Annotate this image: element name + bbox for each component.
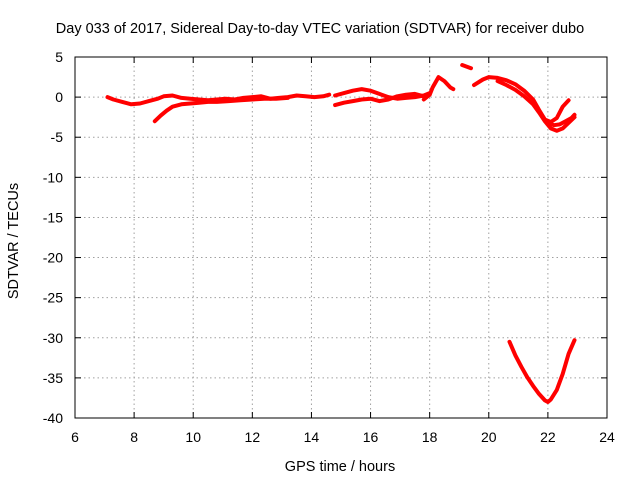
plot-frame (74, 56, 608, 419)
y-tick-label: -5 (51, 129, 64, 145)
grid-layer (75, 57, 607, 418)
y-tick-label: -10 (43, 169, 63, 185)
x-tick-label: 10 (185, 429, 201, 445)
x-tick-label: 14 (304, 429, 320, 445)
y-axis-label: SDTVAR / TECUs (6, 183, 22, 299)
y-tick-label: 5 (55, 49, 63, 65)
y-tick-label: -20 (43, 250, 63, 266)
sdtvar-hump (421, 75, 456, 102)
y-tick-label: -25 (43, 290, 63, 306)
sdtvar-short-segment (460, 63, 473, 71)
sdtvar-midday-upper (333, 87, 432, 101)
x-tick-label: 24 (599, 429, 615, 445)
axis-layer: 6 8 10 12 14 16 18 20 22 24 5 0 -5 -10 -15 -20 -25 -30 -35… (43, 49, 615, 445)
x-tick-label: 16 (363, 429, 379, 445)
x-axis-label: GPS time / hours (285, 459, 395, 475)
sdtvar-midday-lower (333, 91, 426, 108)
y-tick-label: 0 (55, 89, 63, 105)
y-tick-label: -15 (43, 209, 63, 225)
chart-title: Day 033 of 2017, Sidereal Day-to-day VTE… (56, 21, 584, 37)
x-tick-label: 12 (245, 429, 261, 445)
y-tick-label: -35 (43, 370, 63, 386)
sdtvar-v-dip (507, 338, 577, 404)
sdtvar-lower-trace (152, 95, 290, 124)
x-tick-label: 20 (481, 429, 497, 445)
y-tick-label: -30 (43, 330, 63, 346)
x-tick-label: 22 (540, 429, 556, 445)
series-layer (105, 63, 577, 404)
y-tick-label: -40 (43, 410, 63, 426)
sdtvar-evening-upper (472, 75, 571, 124)
x-tick-label: 6 (71, 429, 79, 445)
x-tick-label: 8 (130, 429, 138, 445)
sdtvar-evening-mid (540, 112, 577, 128)
sdtvar-upper-trace (105, 92, 332, 107)
x-tick-label: 18 (422, 429, 438, 445)
